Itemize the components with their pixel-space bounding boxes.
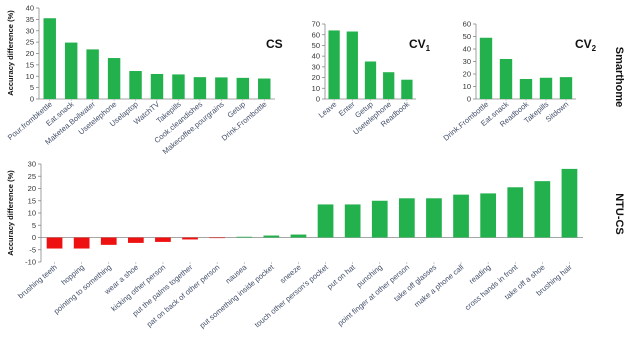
panel-title-cv1-text: CV [409,37,426,51]
y-tick-label-cv2-2: 20 [463,70,471,79]
bar-ntu-4 [155,237,171,242]
bar-ntu-10 [317,204,334,238]
y-tick-label-cv1-2: 20 [312,73,320,82]
group-label-ntu-cs: NTU-CS [613,193,624,235]
y-tick-label-cs-3: 15 [26,60,34,69]
y-tick-label-cs-5: 25 [26,38,34,47]
bar-cv2-1 [499,59,513,99]
panel-title-cv1: CV1 [409,37,431,53]
bar-ntu-13 [398,198,415,238]
y-tick-label-ntu-2: 0 [32,233,36,242]
y-tick-label-ntu-3: 5 [32,221,36,230]
panel-title-cv2: CV2 [575,37,597,53]
y-tick-label-cs-8: 40 [26,4,34,13]
category-label-ntu-15: make a phone call [412,262,465,309]
bar-ntu-9 [290,234,307,238]
y-tick-label-ntu-7: 25 [28,172,36,181]
y-tick-label-cv2-4: 40 [463,45,471,54]
bar-ntu-8 [263,235,280,238]
y-tick-label-cv2-5: 50 [463,32,471,41]
y-tick-label-ntu-4: 10 [28,209,36,218]
y-tick-label-cv1-5: 50 [312,41,320,50]
bar-cv1-1 [346,31,358,99]
y-tick-label-cv2-0: 0 [467,95,471,104]
bar-cv1-3 [383,72,395,99]
bar-cs-6 [172,74,185,99]
group-label-smarthome: Smarthome [613,47,624,108]
bar-ntu-14 [426,198,442,238]
bar-ntu-3 [127,237,144,243]
category-label-cv2-4: Sitdown [544,100,570,124]
bar-ntu-11 [344,204,361,238]
bar-ntu-15 [453,194,469,238]
bar-cv2-0 [479,37,493,99]
bar-ntu-12 [371,200,388,238]
bar-cs-3 [107,58,121,99]
bar-cs-4 [129,71,142,99]
y-tick-label-cv1-0: 0 [316,95,320,104]
bar-cv1-0 [328,30,340,99]
bar-ntu-18 [534,181,551,238]
bar-ntu-2 [100,237,117,245]
bar-cv2-2 [519,79,533,99]
bar-cs-1 [64,42,78,99]
bar-cs-10 [258,78,271,99]
panel-title-cv2-subscript: 2 [592,44,597,53]
bar-ntu-6 [209,237,226,239]
y-tick-label-ntu-0: -10 [25,258,36,267]
y-tick-label-cv1-1: 10 [312,84,320,93]
bar-cv2-3 [539,77,553,99]
y-tick-label-cv2-3: 30 [463,57,471,66]
bar-ntu-16 [480,193,497,238]
chart-cv1-smarthome: 010203040506070LeaveEnterGetupUsetelepho… [312,20,416,137]
category-label-ntu-9: sneeze [278,263,303,286]
bar-cs-9 [236,77,250,99]
y-tick-label-cs-6: 30 [26,26,34,35]
bar-ntu-7 [236,236,253,238]
category-label-ntu-0: brushing teeth [16,263,59,301]
bar-cv1-4 [401,79,413,99]
panel-title-cv2-text: CV [575,37,592,51]
y-tick-label-ntu-5: 15 [28,196,36,205]
y-tick-label-cv1-3: 30 [312,62,320,71]
chart-cv2-smarthome: 0102030405060Drink.FrombottleEat.snackRe… [442,20,576,143]
bar-cs-7 [193,77,207,99]
y-tick-label-ntu-1: -5 [29,245,36,254]
category-label-ntu-11: put on hat [325,262,357,291]
bar-ntu-19 [561,168,578,238]
y-tick-label-cv2-1: 10 [463,82,471,91]
bar-cs-5 [150,73,164,99]
y-tick-label-ntu-6: 20 [28,184,36,193]
bar-ntu-0 [46,237,63,249]
y-tick-label-cv2-6: 60 [463,20,471,29]
panel-title-cv1-subscript: 1 [426,44,431,53]
y-tick-label-cs-1: 5 [30,83,34,92]
bar-cs-8 [215,77,228,99]
y-tick-label-cv1-7: 70 [312,20,320,29]
y-tick-label-cs-0: 0 [30,95,34,104]
y-axis-title-ntu: Accuracy difference (%) [6,170,15,256]
bar-cv2-4 [559,77,573,100]
bar-ntu-17 [507,187,524,238]
y-axis-title-cs: Accuracy difference (%) [6,10,15,96]
bar-cs-2 [86,49,99,99]
bar-cs-0 [43,18,56,100]
bar-ntu-1 [73,237,90,249]
y-tick-label-cs-2: 10 [26,72,34,81]
y-tick-label-cs-7: 35 [26,15,34,24]
bar-cv1-2 [364,61,377,99]
y-tick-label-cs-4: 20 [26,49,34,58]
chart-ntu-cs: -10 -5 0 5 10 15 20 25 30 Accuracy difference (%)… [6,160,583,330]
category-label-ntu-16: reading [467,263,492,286]
panel-title-cs: CS [266,37,283,51]
y-tick-label-cv1-4: 40 [312,52,320,61]
y-tick-label-cv1-6: 60 [312,30,320,39]
y-tick-label-ntu-8: 30 [28,160,36,169]
bar-ntu-5 [182,237,198,240]
